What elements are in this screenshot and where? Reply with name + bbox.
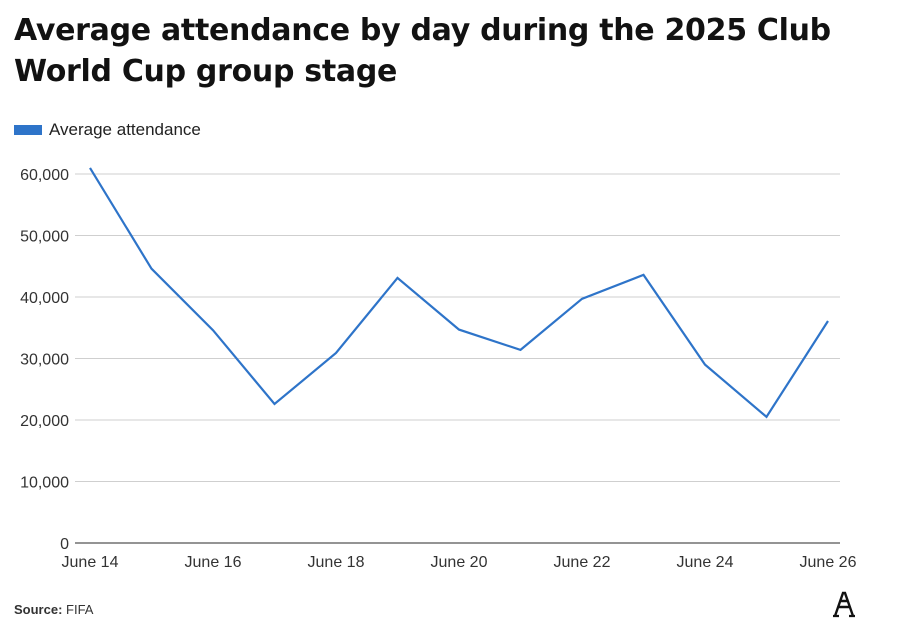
source-note: Source: FIFA — [14, 602, 93, 617]
y-axis-tick-labels: 0 10,000 20,000 30,000 40,000 50,000 60,000 — [20, 167, 69, 553]
series-lines — [89, 167, 829, 419]
x-tick-label: June 18 — [308, 554, 365, 571]
legend: Average attendance — [14, 119, 201, 141]
y-tick-label: 0 — [60, 536, 69, 553]
y-tick-label: 10,000 — [20, 475, 69, 492]
y-tick-label: 50,000 — [20, 229, 69, 246]
y-tick-label: 40,000 — [20, 290, 69, 307]
chart-title: Average attendance by day during the 202… — [14, 13, 831, 89]
y-tick-label: 60,000 — [20, 167, 69, 184]
y-tick-label: 20,000 — [20, 413, 69, 430]
legend-swatch — [14, 125, 42, 135]
x-tick-label: June 16 — [185, 554, 242, 571]
series-line-average-attendance — [89, 167, 829, 419]
x-tick-label: June 14 — [62, 554, 119, 571]
y-tick-label: 30,000 — [20, 352, 69, 369]
source-text: FIFA — [66, 602, 94, 617]
gridlines — [75, 173, 840, 544]
x-tick-label: June 26 — [800, 554, 857, 571]
x-tick-label: June 22 — [554, 554, 611, 571]
x-axis-tick-labels: June 14 June 16 June 18 June 20 June 22 June … — [62, 554, 857, 571]
the-athletic-logo-icon — [833, 591, 855, 618]
source-label: Source: — [14, 602, 63, 617]
legend-label-average-attendance: Average attendance — [49, 120, 201, 139]
x-tick-label: June 24 — [677, 554, 734, 571]
x-tick-label: June 20 — [431, 554, 488, 571]
